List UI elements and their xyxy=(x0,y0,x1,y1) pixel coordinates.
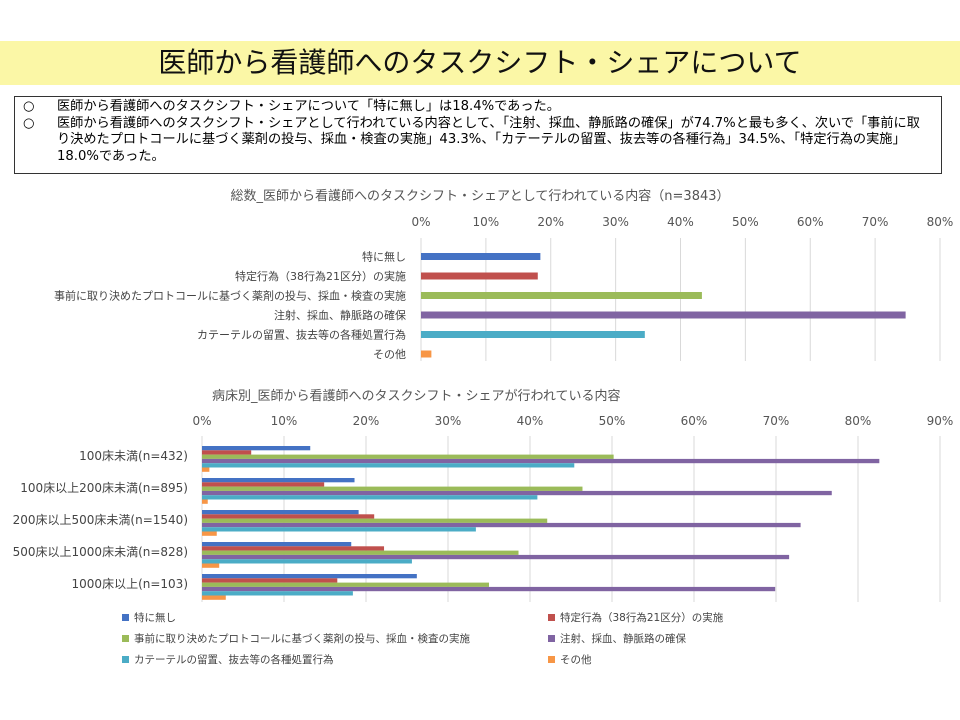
legend-swatch xyxy=(122,614,129,621)
chart-title: 病床別_医師から看護師へのタスクシフト・シェアが行われている内容 xyxy=(212,388,620,404)
legend-swatch xyxy=(122,635,129,642)
x-tick-label: 70% xyxy=(763,414,790,428)
bar xyxy=(202,574,417,579)
bar xyxy=(202,454,614,459)
x-tick-label: 60% xyxy=(797,215,824,229)
bullet-mark: ○ xyxy=(23,115,35,131)
bar xyxy=(202,563,220,568)
bar xyxy=(202,450,252,455)
x-tick-label: 90% xyxy=(927,414,954,428)
y-category-label: 1000床以上(n=103) xyxy=(72,577,188,591)
x-tick-label: 0% xyxy=(192,414,211,428)
bar xyxy=(202,531,217,536)
x-tick-label: 10% xyxy=(271,414,298,428)
y-category-label: 100床未満(n=432) xyxy=(79,449,188,463)
bar xyxy=(202,554,790,560)
legend-label: その他 xyxy=(560,653,592,666)
bar xyxy=(202,586,776,592)
summary-text: 医師から看護師へのタスクシフト・シェアについて「特に無し」は18.4%であった。 xyxy=(57,99,560,114)
bar xyxy=(202,514,375,519)
bar xyxy=(202,478,355,483)
bar xyxy=(202,550,519,555)
y-category-label: カテーテルの留置、抜去等の各種処置行為 xyxy=(197,328,406,342)
bar xyxy=(202,595,226,600)
bar xyxy=(421,350,432,358)
x-tick-label: 30% xyxy=(602,215,629,229)
legend-label: カテーテルの留置、抜去等の各種処置行為 xyxy=(134,653,334,666)
bar xyxy=(202,559,412,564)
y-category-label: 特定行為（38行為21区分）の実施 xyxy=(235,269,406,283)
bar xyxy=(202,486,583,491)
x-tick-label: 80% xyxy=(845,414,872,428)
bar xyxy=(202,546,385,551)
x-tick-label: 20% xyxy=(537,215,564,229)
bar xyxy=(202,522,801,528)
page-title: 医師から看護師へのタスクシフト・シェアについて xyxy=(158,46,802,79)
bar xyxy=(421,253,541,260)
x-tick-label: 70% xyxy=(862,215,889,229)
bar xyxy=(202,467,210,472)
x-tick-label: 40% xyxy=(517,414,544,428)
total-bar-chart: 総数_医師から看護師へのタスクシフト・シェアとして行われている内容（n=3843… xyxy=(54,188,954,361)
bar xyxy=(202,542,352,547)
x-tick-label: 50% xyxy=(599,414,626,428)
x-tick-label: 80% xyxy=(927,215,954,229)
y-category-label: 200床以上500床未満(n=1540) xyxy=(13,513,188,527)
bar xyxy=(421,331,645,338)
x-tick-label: 30% xyxy=(435,414,462,428)
title-band xyxy=(0,41,960,85)
bar xyxy=(202,482,325,487)
y-category-label: 500床以上1000床未満(n=828) xyxy=(13,545,188,559)
y-category-label: 注射、採血、静脈路の確保 xyxy=(274,308,406,322)
bar xyxy=(202,463,575,468)
bar xyxy=(202,578,338,583)
legend-label: 特定行為（38行為21区分）の実施 xyxy=(560,611,724,624)
x-tick-label: 10% xyxy=(473,215,500,229)
bar xyxy=(421,311,906,319)
legend-swatch xyxy=(548,656,555,663)
legend-swatch xyxy=(548,635,555,642)
bar xyxy=(202,591,353,596)
summary-item: ○ 医師から看護師へのタスクシフト・シェアについて「特に無し」は18.4%であっ… xyxy=(23,99,933,116)
summary-item: ○ 医師から看護師へのタスクシフト・シェアとして行われている内容として、「注射、… xyxy=(23,116,933,166)
bullet-mark: ○ xyxy=(23,99,35,114)
summary-text: 医師から看護師へのタスクシフト・シェアとして行われている内容として、「注射、採血… xyxy=(57,115,920,164)
bar xyxy=(202,582,489,587)
bar xyxy=(202,499,208,504)
chart-title: 総数_医師から看護師へのタスクシフト・シェアとして行われている内容（n=3843… xyxy=(230,188,729,204)
legend-label: 注射、採血、静脈路の確保 xyxy=(560,632,686,645)
x-tick-label: 20% xyxy=(353,414,380,428)
y-category-label: その他 xyxy=(373,348,406,361)
bar xyxy=(202,495,538,500)
legend-swatch xyxy=(122,656,129,663)
x-tick-label: 60% xyxy=(681,414,708,428)
bar xyxy=(202,518,548,523)
x-tick-label: 40% xyxy=(667,215,694,229)
x-tick-label: 0% xyxy=(411,215,430,229)
bar xyxy=(202,490,832,496)
bar xyxy=(421,292,702,299)
y-category-label: 100床以上200床未満(n=895) xyxy=(20,481,188,495)
y-category-label: 事前に取り決めたプロトコールに基づく薬剤の投与、採血・検査の実施 xyxy=(54,289,406,303)
y-category-label: 特に無し xyxy=(362,250,406,264)
bar xyxy=(421,272,538,280)
legend-swatch xyxy=(548,614,555,621)
x-tick-label: 50% xyxy=(732,215,759,229)
bar xyxy=(202,458,880,464)
bar xyxy=(202,527,476,532)
bar xyxy=(202,446,311,451)
legend-label: 事前に取り決めたプロトコールに基づく薬剤の投与、採血・検査の実施 xyxy=(134,632,470,645)
summary-box: ○ 医師から看護師へのタスクシフト・シェアについて「特に無し」は18.4%であっ… xyxy=(14,96,942,174)
bar xyxy=(202,510,359,515)
legend-label: 特に無し xyxy=(134,611,176,624)
